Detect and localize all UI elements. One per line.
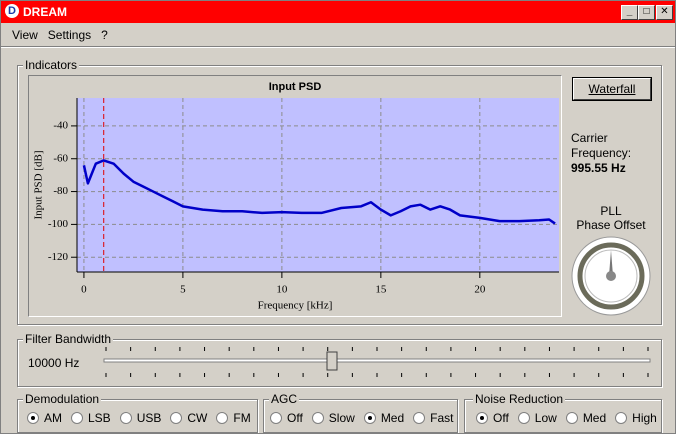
radio-dot (27, 412, 39, 424)
agc-group (263, 399, 458, 433)
group-label: Indicators (23, 58, 80, 72)
radio-label: CW (187, 411, 208, 425)
pll-line: PLL (600, 204, 622, 218)
radio-dot (216, 412, 229, 424)
radio-label: AM (44, 411, 62, 425)
x-tick-label: 0 (81, 284, 87, 296)
radio-label: FM (233, 411, 251, 425)
radio-option[interactable]: AM (27, 411, 62, 425)
indicators-group (17, 65, 662, 325)
y-tick-label: -80 (53, 185, 68, 197)
radio-option[interactable]: Slow (311, 411, 355, 425)
x-tick-label: 5 (180, 284, 186, 296)
carrier-line: Carrier (571, 131, 608, 145)
radio-label: LSB (88, 411, 111, 425)
menu-separator (1, 46, 675, 48)
radio-dot (615, 412, 628, 424)
radio-dot (517, 412, 530, 424)
filter-slider[interactable] (101, 347, 653, 377)
radio-dot (170, 412, 183, 424)
close-button[interactable]: ✕ (656, 5, 673, 20)
group-label: AGC (269, 392, 300, 406)
radio-option[interactable]: CW (170, 411, 207, 425)
app-icon: D (5, 4, 19, 18)
radio-row: Off Slow Med Fast (270, 411, 463, 427)
psd-chart: Input PSD Frequency [kHz] Input PSD [dB]… (28, 75, 562, 317)
radio-dot (565, 412, 578, 424)
y-tick-label: -40 (53, 119, 68, 131)
carrier-value: 995.55 Hz (571, 161, 626, 175)
radio-option[interactable]: Fast (413, 411, 454, 425)
menu-bar: View Settings? (12, 28, 118, 42)
radio-option[interactable]: Off (270, 411, 303, 425)
y-tick-label: -100 (48, 218, 69, 230)
radio-row: AM LSB USB CW FM (27, 411, 260, 427)
menu-item[interactable]: View (12, 28, 38, 42)
group-label: Noise Reduction (473, 392, 566, 406)
y-axis-label: Input PSD [dB] (33, 150, 45, 219)
menu-item[interactable]: ? (101, 28, 108, 42)
radio-option[interactable]: LSB (71, 411, 111, 425)
y-tick-label: -60 (53, 152, 68, 164)
pll-label: PLL Phase Offset (571, 204, 651, 232)
window-title: DREAM (23, 5, 67, 19)
psd-line (82, 159, 556, 225)
radio-label: Med (380, 411, 405, 425)
chart-title: Input PSD (269, 81, 322, 93)
radio-label: High (632, 411, 657, 425)
radio-label: Low (534, 411, 557, 425)
phase-gauge (571, 236, 651, 316)
radio-label: Med (582, 411, 607, 425)
menu-item[interactable]: Settings (47, 28, 92, 42)
radio-dot (270, 412, 282, 424)
minimize-button[interactable]: _ (621, 5, 638, 20)
radio-label: Slow (328, 411, 355, 425)
plot-area (77, 98, 559, 272)
radio-label: USB (136, 411, 162, 425)
radio-option[interactable]: Med (565, 411, 607, 425)
carrier-line: Frequency: (571, 146, 632, 160)
filter-value: 10000 Hz (28, 356, 80, 370)
carrier-label: Carrier Frequency: 995.55 Hz (571, 131, 631, 176)
x-axis-label: Frequency [kHz] (258, 300, 333, 312)
title-bar: D DREAM _ □ ✕ (1, 1, 675, 23)
radio-dot (71, 412, 83, 424)
radio-label: Off (493, 411, 509, 425)
filter-group (17, 339, 662, 387)
radio-label: Off (287, 411, 303, 425)
radio-dot (413, 412, 426, 424)
radio-option[interactable]: USB (119, 411, 162, 425)
radio-option[interactable]: Med (363, 411, 405, 425)
radio-dot (311, 412, 324, 424)
waterfall-button[interactable]: Waterfall (573, 78, 651, 100)
radio-dot (476, 412, 488, 424)
y-tick-label: -120 (48, 251, 69, 263)
radio-option[interactable]: High (615, 411, 657, 425)
x-tick-label: 20 (474, 284, 486, 296)
maximize-button[interactable]: □ (638, 5, 655, 20)
radio-label: Fast (430, 411, 454, 425)
pll-line: Phase Offset (576, 218, 646, 232)
radio-option[interactable]: Low (517, 411, 557, 425)
group-label: Filter Bandwidth (23, 332, 114, 346)
group-label: Demodulation (23, 392, 102, 406)
radio-dot (363, 412, 376, 424)
radio-option[interactable]: FM (216, 411, 251, 425)
demod-group (17, 399, 258, 433)
x-tick-label: 15 (375, 284, 387, 296)
radio-row: Off Low Med High (476, 411, 666, 427)
x-tick-label: 10 (276, 284, 288, 296)
radio-dot (119, 412, 132, 424)
radio-option[interactable]: Off (476, 411, 509, 425)
